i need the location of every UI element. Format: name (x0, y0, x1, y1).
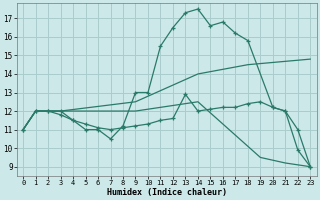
X-axis label: Humidex (Indice chaleur): Humidex (Indice chaleur) (107, 188, 227, 197)
